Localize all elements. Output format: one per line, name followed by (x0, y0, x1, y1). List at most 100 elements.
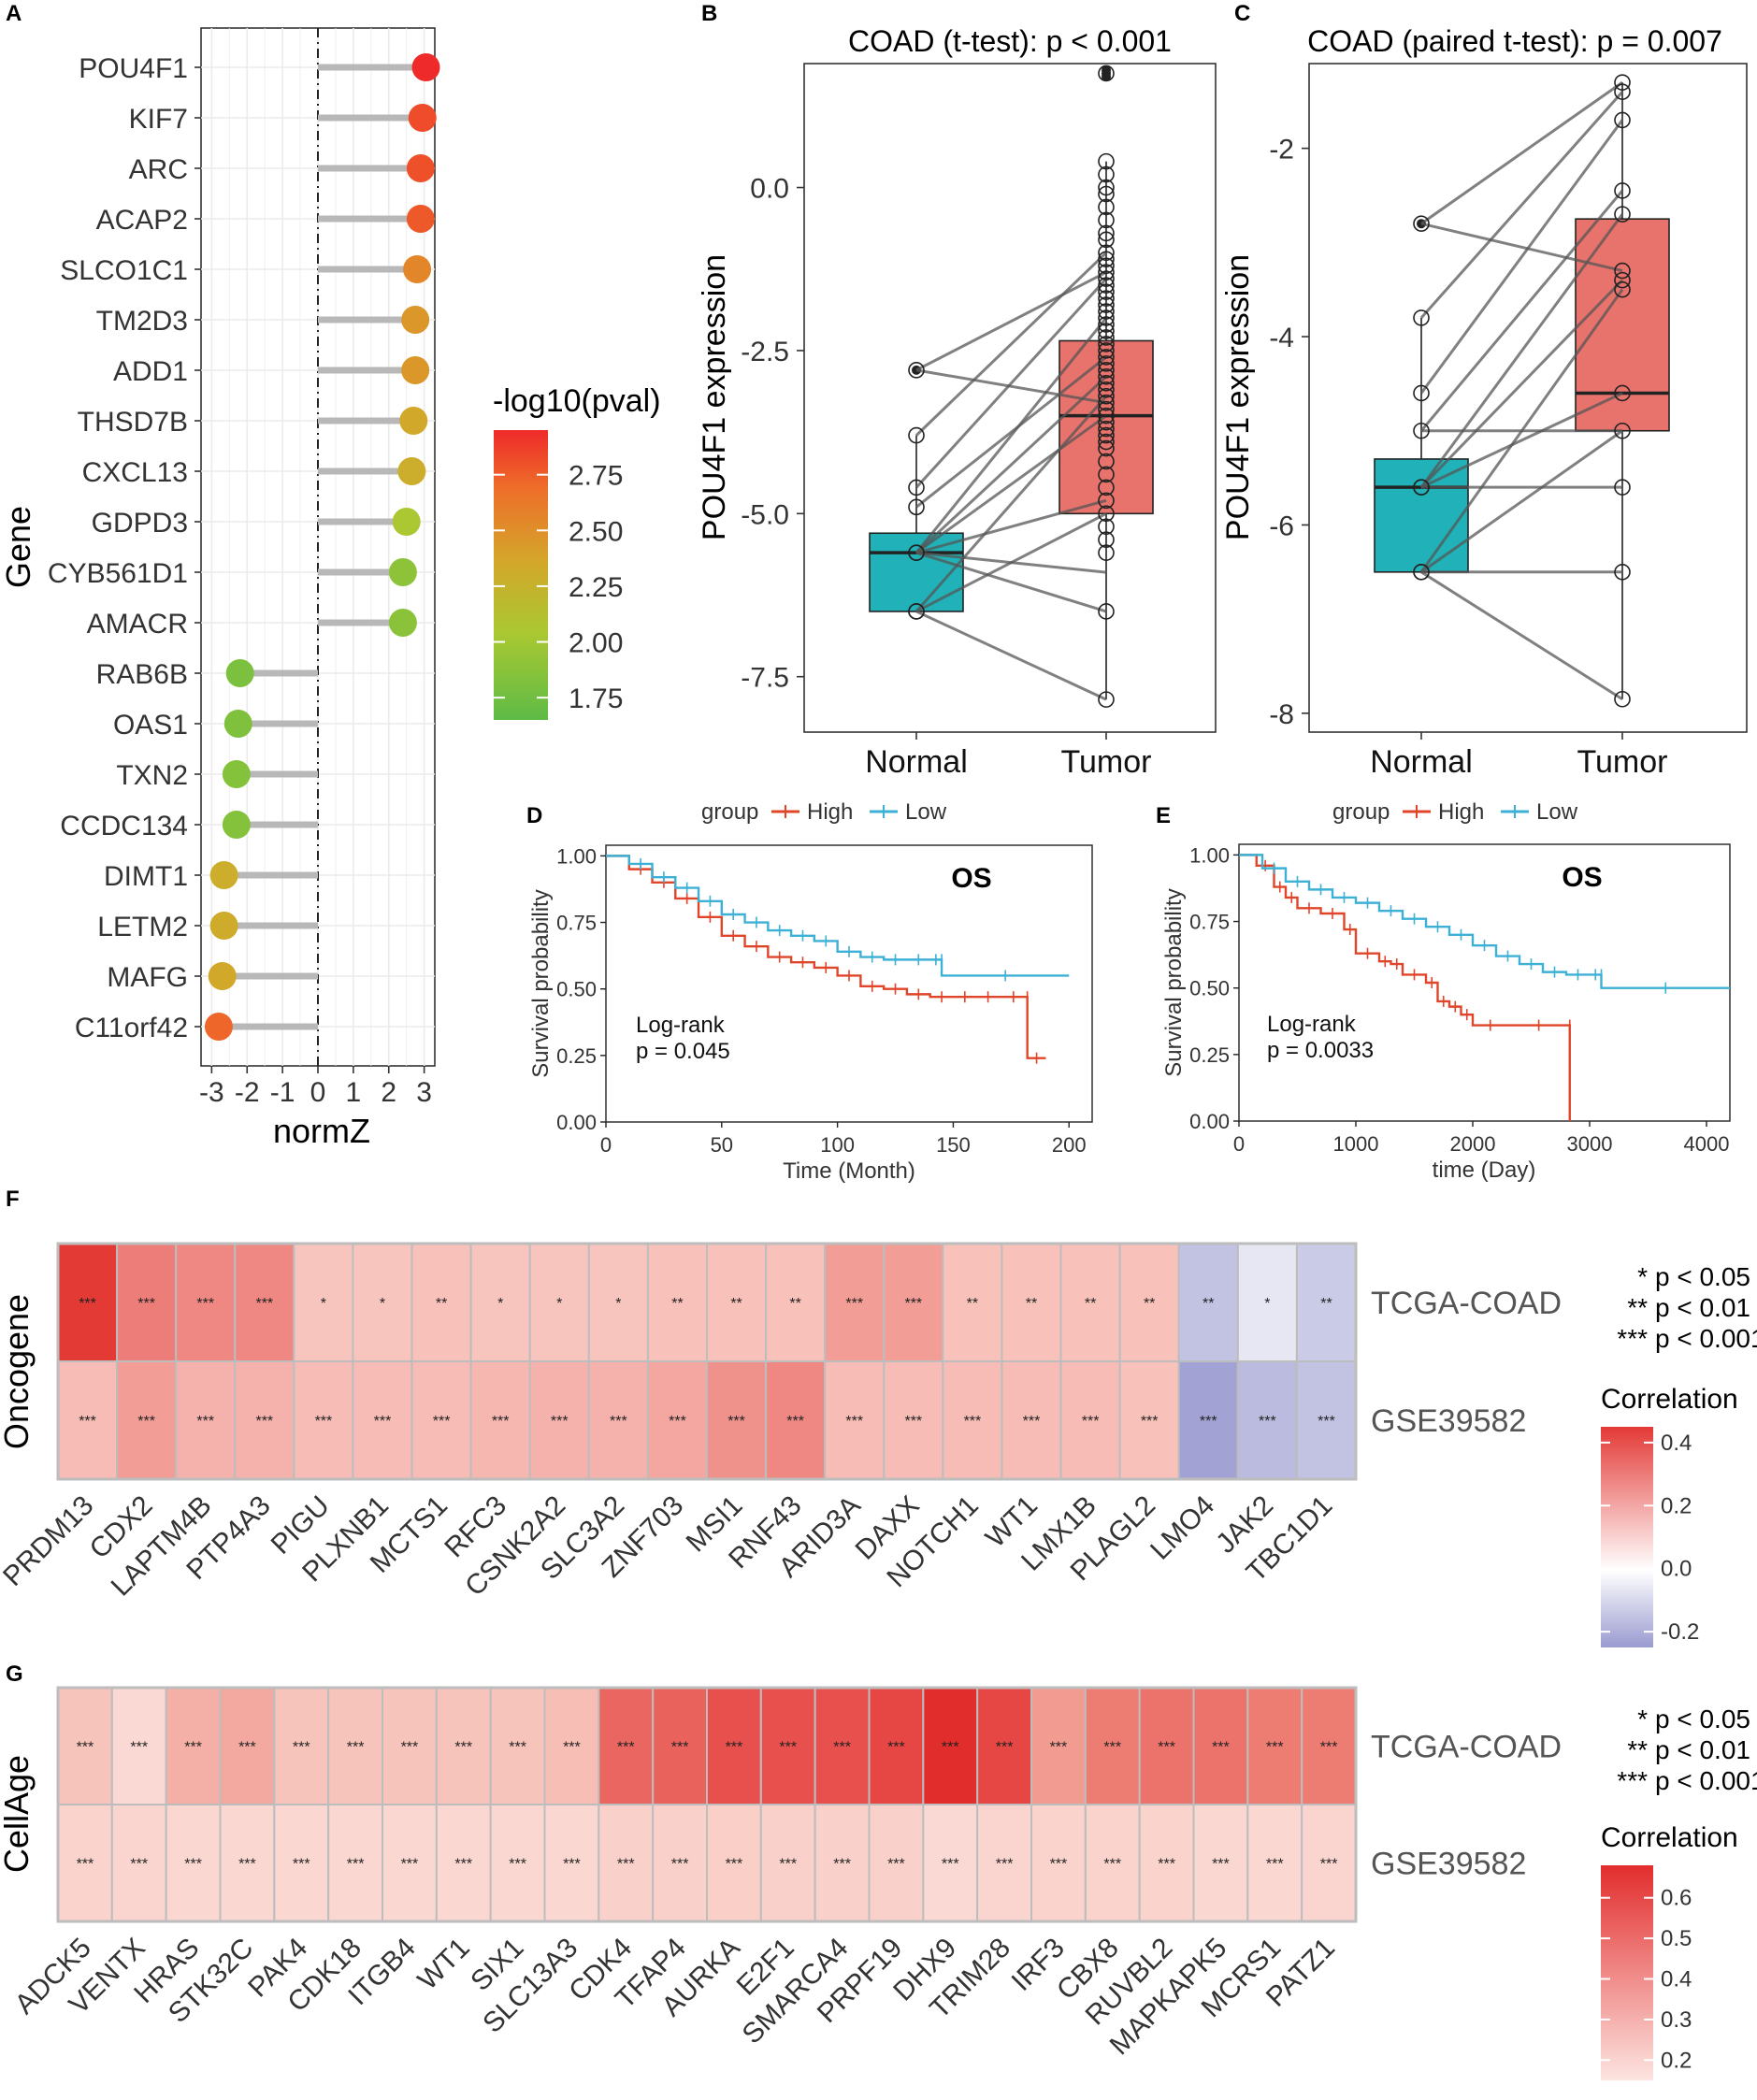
paired-line (915, 355, 1107, 509)
tumor-point (1098, 211, 1115, 229)
heatmap-colorbar (1601, 1427, 1653, 1647)
paired-line (1420, 80, 1623, 225)
heatmap-cell (922, 1804, 979, 1922)
km-y-tick-label: 0.75 (1189, 911, 1230, 934)
heatmap-cell-stars: *** (726, 1740, 743, 1756)
tumor-point (1614, 384, 1631, 402)
heatmap-cell-stars: *** (563, 1740, 581, 1756)
heatmap-cell-stars: *** (779, 1740, 797, 1756)
heatmap-cell (922, 1687, 979, 1805)
heatmap-cell-stars: *** (942, 1857, 959, 1873)
heatmap-cell (219, 1804, 276, 1922)
x-category-label: Normal (1370, 744, 1473, 780)
heatmap-row-label: GSE39582 (1371, 1847, 1526, 1882)
heatmap-cell-stars: * (615, 1296, 621, 1312)
heatmap-cell (1295, 1360, 1357, 1480)
heatmap-legend-tick-label: 0.2 (1661, 1493, 1692, 1518)
heatmap-cell-stars: *** (1050, 1740, 1068, 1756)
heatmap-cell-stars: *** (315, 1414, 333, 1430)
y-tick-label: -2 (1269, 135, 1294, 165)
paired-line (915, 375, 1108, 554)
heatmap-cell (1236, 1360, 1298, 1480)
heatmap-cell-stars: ** (1320, 1296, 1332, 1312)
panel-a-lollipop-point (408, 104, 437, 132)
panel-a-lollipop-point (406, 205, 435, 233)
km-y-axis-label: Survival probability (528, 889, 554, 1077)
heatmap-legend-tick-label: 0.5 (1661, 1926, 1692, 1951)
paired-line (915, 498, 1107, 554)
heatmap-row-label: TCGA-COAD (1371, 1730, 1562, 1765)
heatmap-cell-stars: ** (671, 1296, 683, 1312)
tumor-point (1098, 426, 1115, 444)
heatmap-cell-stars: *** (130, 1740, 148, 1756)
heatmap-cell-stars: *** (887, 1740, 905, 1756)
km-y-tick-label: 0.25 (1189, 1043, 1230, 1067)
heatmap-cell (1030, 1687, 1087, 1805)
heatmap-cell (587, 1243, 649, 1362)
heatmap-cell-stars: *** (255, 1296, 273, 1312)
panel-a-lollipop-point (401, 356, 430, 384)
heatmap-cell (1059, 1243, 1121, 1362)
paired-line (915, 278, 1108, 489)
panel-a-gene-label: CXCL13 (82, 457, 188, 488)
paired-line (915, 252, 1108, 437)
heatmap-cell-stars: *** (347, 1857, 365, 1873)
km-y-axis-label: Survival probability (1161, 888, 1187, 1076)
heatmap-cell-stars: *** (77, 1740, 94, 1756)
heatmap-cell (175, 1360, 237, 1480)
heatmap-cell-stars: *** (671, 1740, 689, 1756)
heatmap-cell-stars: *** (845, 1414, 863, 1430)
heatmap-cell-stars: *** (1318, 1414, 1335, 1430)
km-legend-item: High (807, 799, 853, 825)
heatmap-cell (646, 1243, 709, 1362)
panel-a-lollipop-point (399, 407, 428, 435)
tumor-point (1614, 111, 1631, 129)
panel-a-lollipop-point (397, 457, 426, 485)
heatmap-cell-stars: *** (726, 1857, 743, 1873)
tumor-point (1098, 277, 1115, 294)
tumor-point (1098, 329, 1115, 346)
normal-point (1413, 309, 1430, 326)
heatmap-cell-stars: ** (967, 1296, 978, 1312)
heatmap-cell (165, 1687, 222, 1805)
tumor-point (1098, 349, 1115, 366)
tumor-point (1098, 544, 1115, 561)
km-y-tick-label: 0.00 (1189, 1110, 1230, 1133)
heatmap-cell (814, 1804, 871, 1922)
heatmap-cell-stars: *** (196, 1414, 214, 1430)
heatmap-legend-title: Correlation (1601, 1822, 1738, 1853)
sig-legend-stars: *** (1617, 1766, 1648, 1795)
tumor-point (1614, 422, 1631, 439)
heatmap-cell-stars: *** (130, 1857, 148, 1873)
tumor-point (1098, 603, 1115, 620)
heatmap-cell (652, 1804, 709, 1922)
panel-f-y-axis-label: Oncogene (0, 1294, 36, 1449)
panel-a-gene-label: C11orf42 (75, 1013, 188, 1043)
heatmap-cell (469, 1243, 531, 1362)
km-y-tick-label: 1.00 (1189, 843, 1230, 867)
heatmap-cell-stars: ** (1203, 1296, 1214, 1312)
paired-line (915, 414, 1107, 554)
paired-line (1419, 279, 1624, 489)
heatmap-cell (57, 1243, 119, 1362)
heatmap-cell (435, 1687, 492, 1805)
km-curve-high (606, 855, 1046, 1059)
panel-b-plot-area (803, 63, 1217, 733)
panel-g-heatmap: *** *** *** *** *** *** *** *** *** *** *** *** *** *… (0, 1686, 1757, 2080)
heatmap-cell-stars: *** (454, 1740, 472, 1756)
km-test-label: Log-rank (1267, 1012, 1357, 1037)
paired-line (915, 610, 1107, 701)
normal-point (908, 603, 925, 620)
heatmap-cell (327, 1804, 383, 1922)
panel-a-lollipop-point (406, 154, 435, 182)
km-y-tick-label: 0.00 (556, 1111, 597, 1134)
heatmap-cell-stars: *** (671, 1857, 689, 1873)
heatmap-cell-stars: *** (137, 1296, 155, 1312)
km-pvalue: p = 0.0033 (1267, 1038, 1374, 1063)
paired-line (915, 551, 1107, 613)
panel-a-gene-label: POU4F1 (79, 53, 188, 84)
km-pvalue: p = 0.045 (636, 1039, 730, 1064)
heatmap-cell-stars: ** (1026, 1296, 1037, 1312)
paired-line (1419, 91, 1624, 319)
km-y-tick-label: 0.50 (1189, 977, 1230, 1000)
